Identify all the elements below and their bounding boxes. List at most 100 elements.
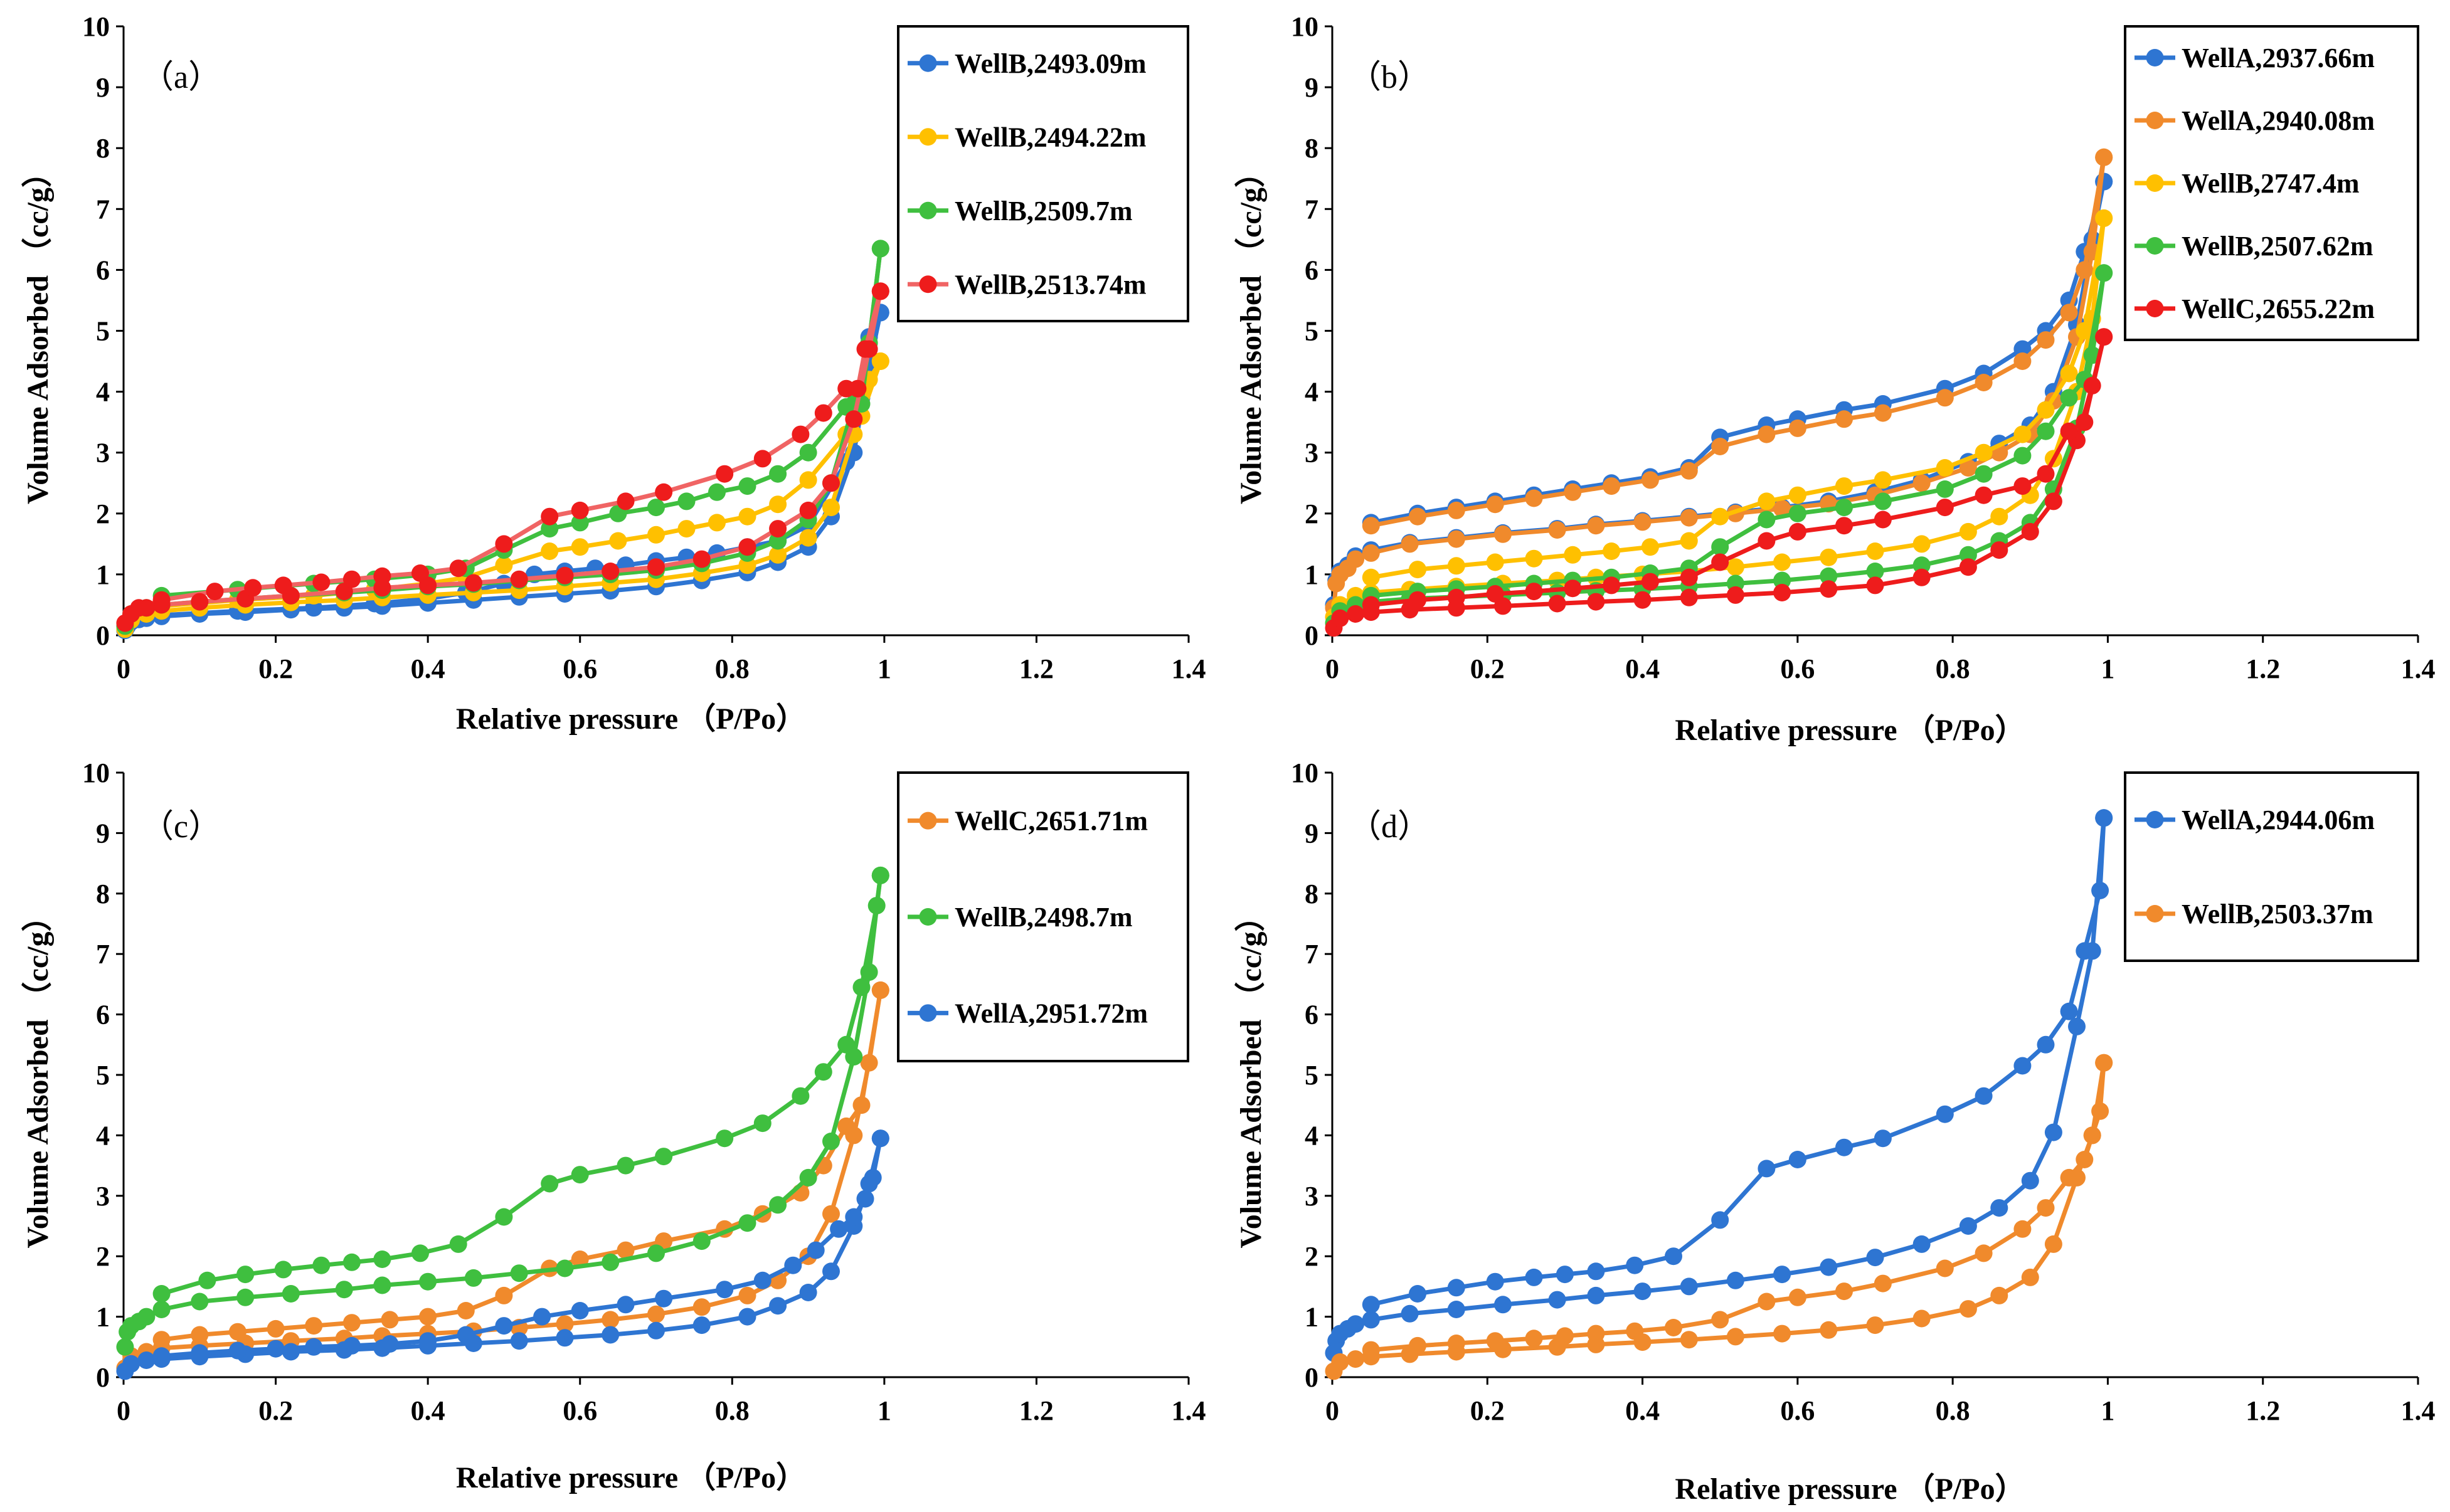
y-tick-label: 1 [96,559,110,590]
x-tick-label: 0.8 [1936,1395,1970,1426]
data-point [1936,389,1954,407]
data-point [1447,588,1465,606]
data-point [510,570,528,588]
data-point [449,1235,467,1253]
data-point [1773,1266,1791,1284]
data-point [753,450,772,468]
legend-swatch-marker [919,128,937,146]
chart-panel-d: 0 1 2 3 4 5 6 7 8 9 10 0 0.2 0.4 0.6 0.8 1 1.2 1.4 Relative… [1234,758,2436,1506]
data-point [2076,1151,2094,1168]
data-point [1680,532,1698,550]
data-point [495,1286,513,1304]
data-point [1936,1259,1954,1277]
panel-label: （d） [1349,809,1430,845]
data-point [784,1256,802,1274]
data-point [1587,593,1605,611]
data-point [1726,1328,1744,1346]
legend-box [2124,771,2419,962]
data-point [769,465,787,483]
data-point [1362,1311,1380,1329]
y-tick-label: 3 [1305,438,1318,468]
y-tick-label: 3 [96,438,110,468]
data-point [373,1276,391,1294]
x-tick-label: 1.2 [1019,653,1054,684]
data-point [1874,492,1892,510]
y-tick-label: 3 [96,1181,110,1212]
series-WellB,2498.7m [116,866,889,1356]
data-point [1641,573,1659,591]
data-point [236,1266,255,1284]
data-point [2060,304,2078,322]
data-point [510,1264,528,1282]
data-point [647,1305,665,1323]
data-point [2095,148,2113,166]
data-point [2013,447,2032,465]
data-point [871,352,889,370]
y-tick-label: 0 [96,1362,110,1393]
x-tick-label: 0.8 [1936,653,1970,684]
data-point [130,599,148,617]
panel-label: （b） [1349,60,1430,95]
data-point [137,1308,156,1326]
data-point [1347,550,1365,568]
y-tick-label: 9 [1305,72,1318,103]
data-point [617,1156,635,1175]
data-point [152,1301,171,1318]
data-point [1494,525,1512,543]
y-tick-label: 4 [96,377,110,408]
data-point [799,1168,817,1187]
data-point [822,1133,840,1150]
data-point [1866,1249,1884,1267]
data-point [1773,500,1791,517]
data-point [1866,563,1884,580]
data-point [2021,1171,2039,1190]
x-tick-label: 0.2 [1470,1395,1505,1426]
data-point [1936,459,1954,477]
data-point [753,1271,772,1289]
data-point [2060,422,2078,440]
data-point [1447,1301,1465,1318]
legend-entry-label: WellB,2503.37m [2182,899,2373,929]
y-tick-label: 6 [96,1000,110,1030]
y-tick-label: 9 [96,72,110,103]
data-point [1447,1279,1465,1297]
data-point [617,492,635,510]
x-tick-label: 0 [117,653,130,684]
x-tick-label: 0.2 [258,653,293,684]
data-point [2083,1126,2101,1145]
data-point [2044,1123,2062,1141]
data-point [2037,1199,2055,1217]
data-point [871,981,889,999]
x-tick-label: 1 [878,1395,891,1426]
y-tick-label: 2 [96,499,110,529]
data-point [2037,422,2055,440]
data-point [617,1241,635,1259]
data-point [1564,579,1582,598]
panel-label: （a） [141,60,221,95]
data-point [1633,513,1652,531]
data-point [647,499,665,517]
data-point [152,1285,171,1303]
data-point [769,546,787,564]
y-tick-label: 0 [1305,1362,1318,1393]
data-point [856,1190,874,1208]
data-point [692,1232,711,1250]
data-point [1874,471,1892,489]
data-point [799,471,817,489]
legend-entry-label: WellB,2513.74m [955,269,1147,300]
legend: WellA,2937.66m WellA,2940.08m WellB,2747.4… [2124,25,2419,341]
data-point [1556,1266,1574,1284]
data-point [1820,1258,1838,1276]
data-point [274,576,292,595]
x-axis-title: Relative pressure （P/Po） [456,1461,806,1494]
data-point [1486,585,1504,603]
y-tick-label: 0 [1305,620,1318,651]
data-point [1331,609,1349,627]
data-point [373,1250,391,1268]
data-point [2076,322,2094,340]
data-point [1362,596,1380,614]
data-point [1820,567,1838,585]
data-point [1773,584,1791,601]
data-point [152,1347,171,1365]
data-point [1936,1105,1954,1123]
